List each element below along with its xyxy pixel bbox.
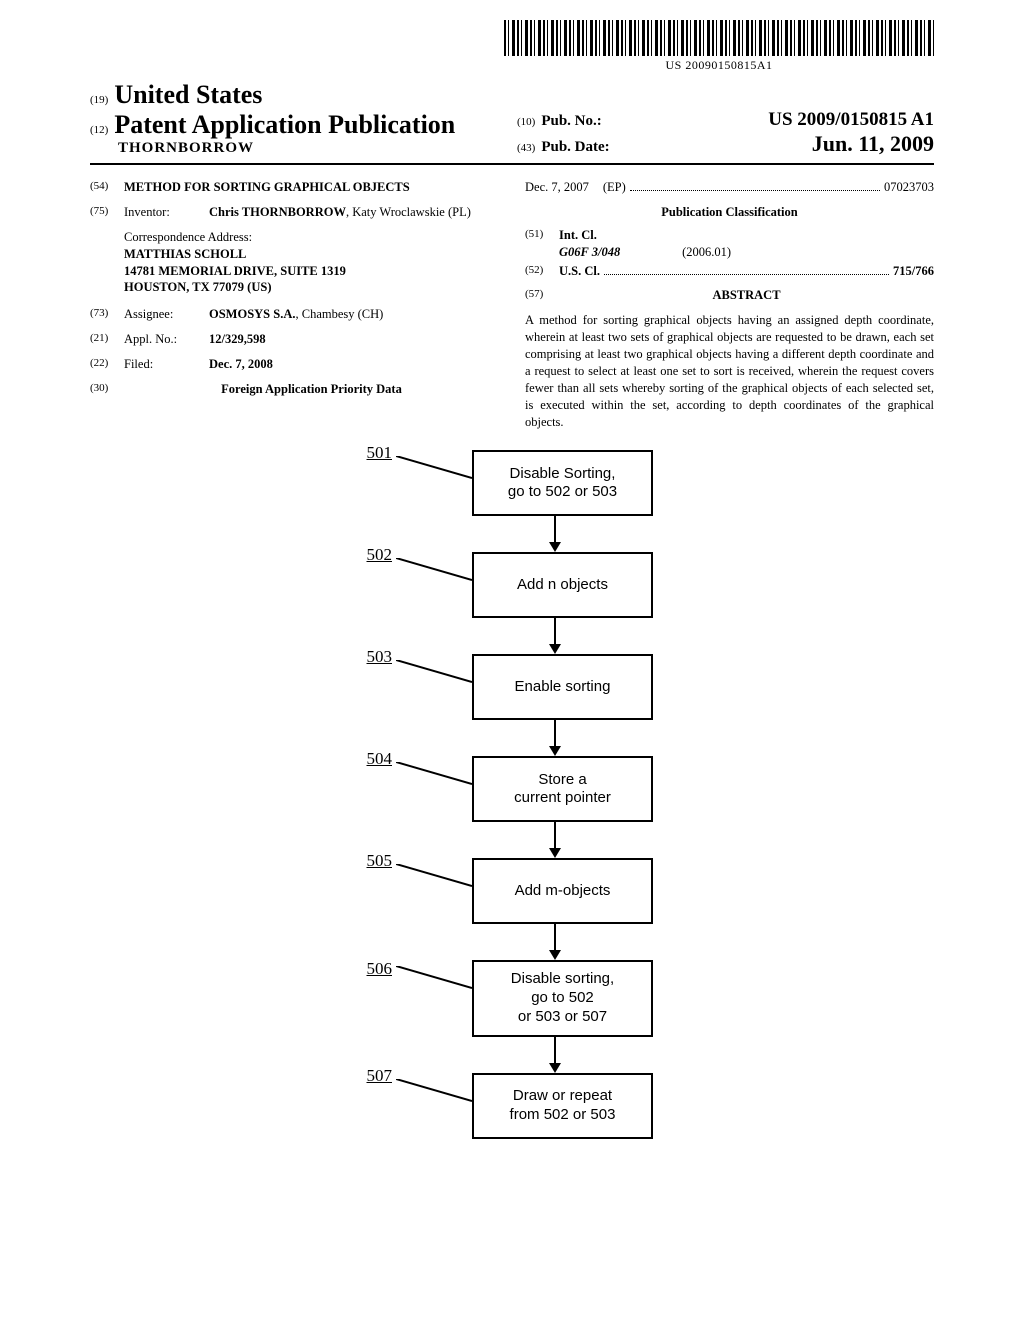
foreign-app-number: 07023703: [884, 179, 934, 196]
barcode-bars: [504, 20, 934, 56]
flow-step-box: Draw or repeatfrom 502 or 503: [472, 1073, 653, 1139]
invention-title: METHOD FOR SORTING GRAPHICAL OBJECTS: [124, 179, 499, 196]
flow-arrow: [472, 924, 637, 960]
flow-step-id: 502: [322, 545, 392, 565]
dot-leader: [630, 180, 880, 191]
flowchart: 501Disable Sorting,go to 502 or 503502Ad…: [322, 450, 702, 1138]
flow-step-id: 501: [322, 443, 392, 463]
correspondence-header: Correspondence Address:: [124, 229, 499, 246]
foreign-cc: (EP): [603, 179, 626, 196]
abstract-header: ABSTRACT: [559, 287, 934, 304]
foreign-priority-header: Foreign Application Priority Data: [124, 381, 499, 398]
flow-arrow: [472, 1037, 637, 1073]
flow-step-box: Add m-objects: [472, 858, 653, 924]
appl-no-code: (21): [90, 331, 124, 348]
appl-no-value: 12/329,598: [209, 331, 499, 348]
filed-label: Filed:: [124, 356, 209, 373]
assignee-name-rest: , Chambesy (CH): [295, 307, 383, 321]
inventor-name-rest: , Katy Wroclawskie (PL): [346, 205, 471, 219]
assignee-code: (73): [90, 306, 124, 323]
inventor-label: Inventor:: [124, 204, 209, 221]
title-code: (54): [90, 179, 124, 196]
flow-step-box: Add n objects: [472, 552, 653, 618]
country-name: United States: [114, 80, 262, 110]
foreign-code: (30): [90, 381, 124, 398]
flow-step-id: 504: [322, 749, 392, 769]
flow-arrow: [472, 822, 637, 858]
inventor-name-bold: Chris THORNBORROW: [209, 205, 346, 219]
barcode-region: US 20090150815A1: [90, 20, 934, 74]
filed-code: (22): [90, 356, 124, 373]
flow-arrow: [472, 720, 637, 756]
flow-step-id: 505: [322, 851, 392, 871]
intcl-value: G06F 3/048: [559, 245, 620, 259]
barcode-text: US 20090150815A1: [504, 58, 934, 73]
inventor-value: Chris THORNBORROW, Katy Wroclawskie (PL): [209, 204, 499, 221]
publication-classification-header: Publication Classification: [525, 204, 934, 221]
flow-step-box: Enable sorting: [472, 654, 653, 720]
pub-no-code: (10): [517, 116, 535, 128]
flow-arrow: [472, 516, 637, 552]
pub-no-label: Pub. No.:: [541, 113, 601, 130]
inventor-surname: THORNBORROW: [118, 140, 507, 157]
country-code: (19): [90, 94, 108, 106]
abstract-text: A method for sorting graphical objects h…: [525, 312, 934, 430]
assignee-label: Assignee:: [124, 306, 209, 323]
doc-type-code: (12): [90, 124, 108, 136]
pub-date-value: Jun. 11, 2009: [812, 131, 934, 157]
intcl-label: Int. Cl.: [559, 228, 597, 242]
flow-step-id: 506: [322, 959, 392, 979]
dot-leader: [604, 264, 889, 275]
correspondence-line: MATTHIAS SCHOLL: [124, 246, 499, 263]
flow-step-id: 503: [322, 647, 392, 667]
intcl-year: (2006.01): [682, 245, 731, 259]
flow-step-id: 507: [322, 1066, 392, 1086]
horizontal-rule: [90, 163, 934, 165]
filed-value: Dec. 7, 2008: [209, 356, 499, 373]
assignee-name-bold: OSMOSYS S.A.: [209, 307, 295, 321]
uscl-label: U.S. Cl.: [559, 263, 600, 280]
flow-step-box: Store acurrent pointer: [472, 756, 653, 822]
appl-no-label: Appl. No.:: [124, 331, 209, 348]
assignee-value: OSMOSYS S.A., Chambesy (CH): [209, 306, 499, 323]
correspondence-line: 14781 MEMORIAL DRIVE, SUITE 1319: [124, 263, 499, 280]
uscl-value: 715/766: [893, 263, 934, 280]
intcl-code: (51): [525, 227, 559, 261]
pub-no-value: US 2009/0150815 A1: [768, 109, 934, 131]
flow-arrow: [472, 618, 637, 654]
flow-step-box: Disable Sorting,go to 502 or 503: [472, 450, 653, 516]
pub-date-code: (43): [517, 142, 535, 154]
pub-date-label: Pub. Date:: [541, 139, 609, 156]
foreign-date: Dec. 7, 2007: [525, 179, 589, 196]
doc-type: Patent Application Publication: [114, 110, 455, 140]
abstract-code: (57): [525, 287, 559, 304]
flow-step-box: Disable sorting,go to 502or 503 or 507: [472, 960, 653, 1036]
inventor-code: (75): [90, 204, 124, 221]
correspondence-line: HOUSTON, TX 77079 (US): [124, 279, 499, 296]
uscl-code: (52): [525, 263, 559, 280]
